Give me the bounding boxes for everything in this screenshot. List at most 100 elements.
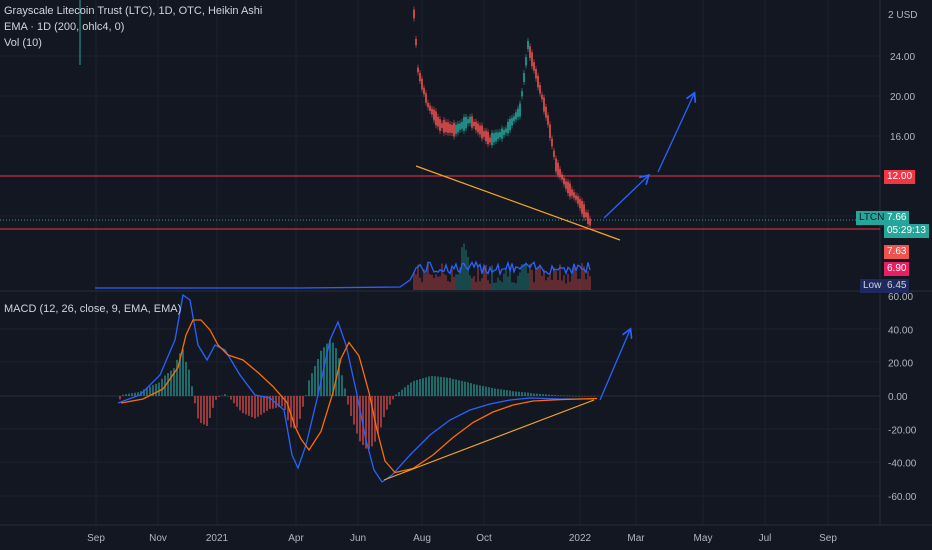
- volume-bar: [513, 282, 515, 290]
- candle-body: [465, 116, 467, 129]
- macd-hist-bar: [404, 387, 406, 396]
- candle-body: [481, 125, 483, 139]
- macd-hist-bar: [257, 396, 259, 417]
- macd-hist-bar: [533, 393, 535, 396]
- macd-hist-bar: [239, 396, 241, 411]
- macd-hist-bar: [575, 395, 577, 397]
- volume-ma-line: [95, 260, 591, 289]
- macd-hist-bar: [209, 396, 211, 418]
- macd-hist-bar: [377, 396, 379, 434]
- candle-body: [589, 218, 591, 226]
- volume-bar: [535, 269, 537, 290]
- macd-hist-bar: [248, 396, 250, 416]
- macd-hist-bar: [365, 396, 367, 449]
- macd-histogram: [119, 339, 595, 449]
- macd-tick-label: -60.00: [888, 492, 917, 503]
- symbol-tag: LTCN: [856, 211, 888, 225]
- macd-hist-bar: [401, 389, 403, 396]
- macd-hist-bar: [380, 396, 382, 428]
- symbol-title[interactable]: Grayscale Litecoin Trust (LTC), 1D, OTC,…: [4, 5, 263, 17]
- volume-legend[interactable]: Vol (10): [4, 37, 42, 49]
- volume-bar: [499, 280, 501, 290]
- macd-hist-bar: [308, 380, 310, 396]
- macd-hist-bar: [362, 396, 364, 445]
- macd-hist-bar: [584, 396, 586, 397]
- volume-bar: [501, 282, 503, 290]
- candle-body: [499, 131, 501, 138]
- volume-bar: [443, 273, 445, 290]
- macd-hist-bar: [221, 395, 223, 397]
- macd-hist-bar: [242, 396, 244, 414]
- last-price-tag: 7.66: [884, 211, 910, 225]
- macd-hist-bar: [284, 396, 286, 410]
- volume-bar: [437, 276, 439, 290]
- volume-bar: [469, 275, 471, 290]
- candle-body: [491, 132, 493, 146]
- time-tick-label: Jul: [759, 533, 772, 544]
- macd-hist-bar: [149, 386, 151, 396]
- macd-legend[interactable]: MACD (12, 26, close, 9, EMA, EMA): [4, 303, 182, 315]
- macd-hist-bar: [590, 396, 592, 397]
- macd-hist-bar: [569, 395, 571, 397]
- macd-hist-bar: [353, 396, 355, 425]
- macd-hist-bar: [515, 391, 517, 396]
- macd-hist-bar: [407, 384, 409, 396]
- macd-hist-bar: [437, 376, 439, 396]
- macd-hist-bar: [215, 396, 217, 400]
- projection-arrow-1[interactable]: [603, 176, 648, 219]
- volume-bar: [423, 269, 425, 290]
- macd-hist-bar: [500, 389, 502, 396]
- candle-body: [449, 124, 451, 133]
- macd-hist-bar: [203, 396, 205, 425]
- macd-hist-bar: [488, 387, 490, 396]
- macd-hist-bar: [368, 396, 370, 449]
- candle-body: [467, 119, 469, 124]
- price-trendline[interactable]: [415, 165, 621, 241]
- volume-bar: [431, 274, 433, 290]
- macd-line: [117, 293, 594, 483]
- macd-projection-arrow[interactable]: [599, 330, 630, 401]
- volume-bar: [553, 267, 555, 290]
- macd-hist-bar: [233, 396, 235, 404]
- macd-hist-bar: [494, 388, 496, 396]
- candle-body: [447, 122, 449, 133]
- time-tick-label: Apr: [288, 533, 304, 544]
- candle-body: [515, 112, 517, 120]
- candle-body: [535, 69, 537, 79]
- candle-body: [459, 123, 461, 130]
- candle-body: [421, 78, 423, 90]
- candle-body: [517, 108, 519, 118]
- macd-hist-bar: [329, 339, 331, 396]
- candle-body: [571, 189, 573, 196]
- macd-hist-bar: [206, 396, 208, 426]
- projection-arrow-2[interactable]: [657, 94, 694, 173]
- macd-hist-bar: [443, 377, 445, 396]
- volume-bar: [449, 282, 451, 290]
- candle-body: [523, 73, 525, 82]
- macd-hist-bar: [530, 392, 532, 396]
- macd-hist-bar: [176, 359, 178, 396]
- macd-hist-bar: [143, 389, 145, 396]
- macd-hist-bar: [554, 395, 556, 396]
- volume-bar: [493, 282, 495, 290]
- macd-hist-bar: [422, 378, 424, 396]
- macd-hist-bar: [185, 361, 187, 396]
- macd-hist-bar: [455, 379, 457, 396]
- macd-hist-bar: [497, 388, 499, 396]
- macd-hist-bar: [158, 382, 160, 396]
- volume-bar: [481, 278, 483, 290]
- macd-hist-bar: [386, 396, 388, 410]
- volume-bar: [571, 275, 573, 290]
- candle-body: [551, 138, 553, 147]
- macd-hist-bar: [119, 396, 121, 400]
- macd-hist-bar: [179, 353, 181, 396]
- candle-body: [479, 125, 481, 135]
- macd-hist-bar: [317, 358, 319, 396]
- macd-hist-bar: [461, 380, 463, 396]
- ema-legend[interactable]: EMA · 1D (200, ohlc4, 0): [4, 21, 125, 33]
- macd-hist-bar: [236, 396, 238, 407]
- macd-trendline[interactable]: [383, 399, 595, 481]
- volume-bar: [525, 262, 527, 290]
- candle-body: [555, 158, 557, 172]
